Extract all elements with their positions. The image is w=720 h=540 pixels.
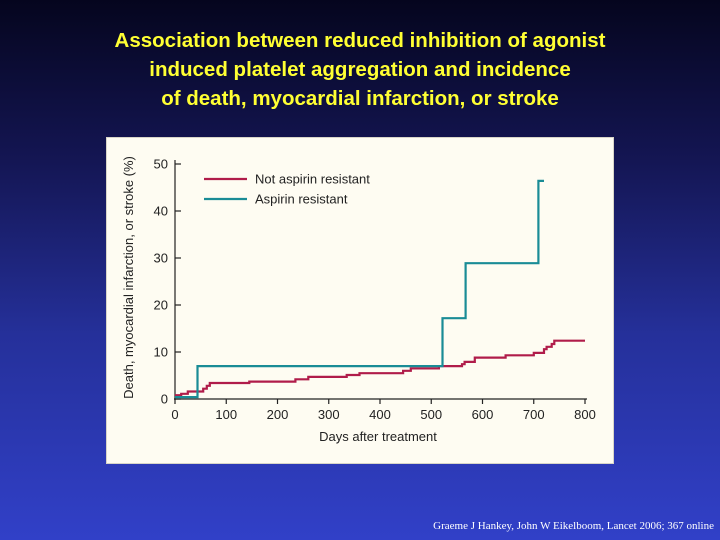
x-tick-label-700: 700	[523, 407, 545, 422]
x-tick-label-100: 100	[215, 407, 237, 422]
y-tick-label-10: 10	[154, 345, 168, 360]
series-line-1	[175, 339, 585, 397]
series-line-2	[175, 179, 544, 399]
y-axis-title: Death, myocardial infarction, or stroke …	[121, 156, 136, 399]
slide-title-line-1: Association between reduced inhibition o…	[114, 29, 606, 52]
slide-title-line-3: of death, myocardial infarction, or stro…	[161, 87, 559, 110]
x-tick-label-300: 300	[318, 407, 340, 422]
y-tick-label-50: 50	[154, 157, 168, 172]
chart-panel: 0 10 20 30 40 50 0 100 200 300 400 500 600 700 800 Days…	[106, 137, 614, 464]
x-tick-label-0: 0	[171, 407, 178, 422]
x-tick-label-600: 600	[472, 407, 494, 422]
y-tick-label-20: 20	[154, 298, 168, 313]
x-tick-label-800: 800	[574, 407, 596, 422]
y-tick-label-0: 0	[161, 392, 168, 407]
slide-title: Association between reduced inhibition o…	[0, 26, 720, 113]
x-tick-label-200: 200	[267, 407, 289, 422]
legend-label-2: Aspirin resistant	[255, 192, 348, 207]
legend-label-1: Not aspirin resistant	[255, 172, 370, 187]
x-tick-label-500: 500	[420, 407, 442, 422]
y-tick-label-30: 30	[154, 251, 168, 266]
slide-title-line-2: induced platelet aggregation and inciden…	[149, 58, 571, 81]
x-axis-title: Days after treatment	[319, 429, 437, 444]
y-tick-label-40: 40	[154, 204, 168, 219]
citation: Graeme J Hankey, John W Eikelboom, Lance…	[433, 520, 714, 532]
x-tick-label-400: 400	[369, 407, 391, 422]
